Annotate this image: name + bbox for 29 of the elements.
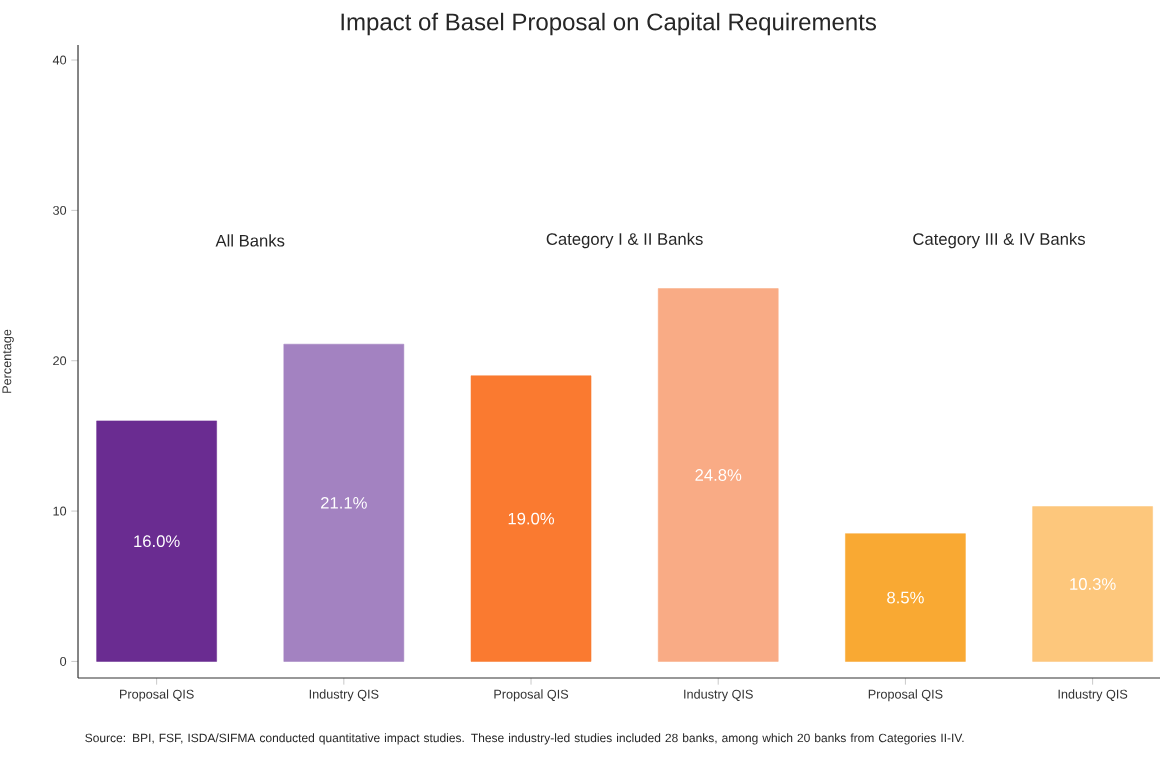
y-tick-label: 20: [53, 356, 67, 366]
chart-title: Impact of Basel Proposal on Capital Requirements: [341, 12, 877, 36]
bar: [470, 375, 592, 662]
annotation: Category III & IV Banks: [913, 232, 1086, 249]
y-tick-label: 0: [60, 656, 67, 666]
data-label: 8.5%: [887, 591, 924, 604]
x-tick-label: Proposal QIS: [494, 689, 569, 702]
x-tick-label: Industry QIS: [309, 689, 379, 702]
bar: [657, 288, 779, 662]
data-label: 24.8%: [695, 469, 742, 481]
data-label: 21.1%: [321, 496, 367, 509]
x-tick-label: Proposal QIS: [868, 689, 943, 702]
source-note: Source: BPI, FSF, ISDA/SIFMA conducted quantitative impact studies. These industry-led studies included 28 banks, among which 20 banks from Categories II-IV.: [85, 733, 964, 745]
x-tick-label: Proposal QIS: [120, 689, 194, 702]
y-tick-label: 10: [53, 506, 67, 516]
x-tick-label: Industry QIS: [684, 689, 753, 702]
bar: [845, 533, 966, 662]
y-axis-title: Percentage: [2, 329, 14, 393]
data-label: 10.3%: [1070, 578, 1116, 590]
x-tick-label: Industry QIS: [1058, 689, 1128, 702]
y-tick-label: 30: [53, 205, 67, 215]
annotation: All Banks: [215, 234, 285, 247]
y-tick-label: 40: [52, 55, 67, 65]
data-label: 19.0%: [508, 512, 555, 525]
bar: [283, 343, 405, 662]
annotation: Category I & II Banks: [546, 232, 703, 249]
bar: [1032, 506, 1153, 662]
data-label: 16.0%: [134, 535, 180, 548]
bar: [96, 420, 217, 662]
